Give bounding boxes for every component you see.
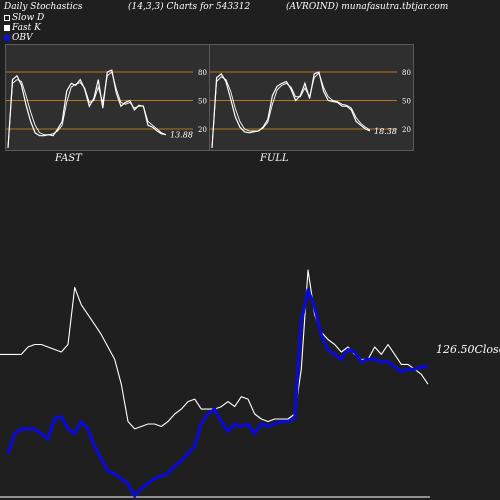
last-value-label: 13.88 [170,131,193,140]
legend-item-obv: OBV [4,33,44,43]
legend-label-fast-k: Fast K [12,23,41,33]
stoch-series-line-1 [211,71,371,149]
legend-item-fast-k: Fast K [4,23,44,33]
legend-label-slow-d: Slow D [12,13,45,23]
y-tick-label: 20 [198,126,207,134]
stoch-series-line-2 [211,72,371,149]
obv-line [6,288,428,498]
price-obv-chart [0,269,430,498]
last-value-label: 18.38 [374,127,397,136]
legend-swatch-slow-d [4,15,10,21]
price-line [0,269,429,430]
stoch-series-line-1 [7,69,167,149]
chart-title: Daily Stochastics [4,2,83,12]
legend-item-slow-d: Slow D [4,13,44,23]
y-tick-label: 80 [402,69,411,77]
stoch-series-line-2 [7,71,167,149]
full-panel-title: FULL [260,153,289,164]
fast-panel-title: FAST [55,153,82,164]
y-tick-label: 50 [402,98,411,106]
legend: Slow D Fast K OBV [4,13,44,43]
y-tick-label: 20 [402,126,411,134]
full-stochastic-panel: 20 50 80 18.38 [209,44,414,151]
y-tick-label: 80 [198,69,207,77]
legend-swatch-fast-k [4,25,10,31]
y-tick-label: 50 [198,98,207,106]
full-stochastic-chart: 20 50 80 18.38 [210,69,411,149]
site-label: (AVROIND) munafasutra.tbtjar.com [286,2,449,12]
fast-stochastic-chart: 20 50 80 13.88 [6,69,207,149]
close-price-label: 126.50Close [436,343,500,356]
fast-stochastic-panel: 20 50 80 13.88 [5,44,210,151]
chart-params: (14,3,3) Charts for 543312 [128,2,251,12]
legend-swatch-obv [4,35,10,41]
legend-label-obv: OBV [12,33,33,43]
